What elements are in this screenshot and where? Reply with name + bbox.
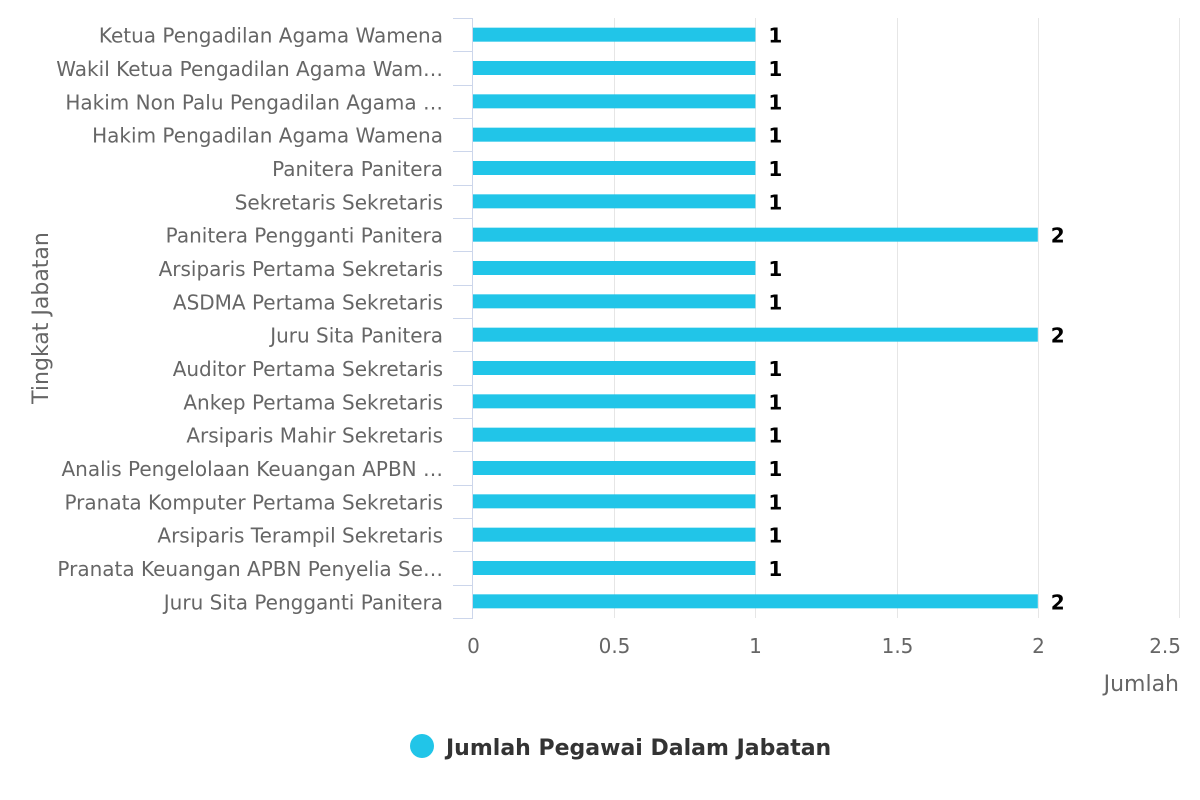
bar[interactable] <box>473 27 756 42</box>
y-axis <box>453 18 473 619</box>
bar[interactable] <box>473 561 756 575</box>
bar-series[interactable] <box>473 27 1038 609</box>
gridlines <box>614 18 1180 618</box>
x-tick-label: 1 <box>749 634 762 658</box>
data-label: 1 <box>768 257 782 281</box>
bar[interactable] <box>473 61 756 75</box>
x-tick-label: 0 <box>467 634 480 658</box>
data-label: 1 <box>768 124 782 148</box>
data-labels: 1 1 1 1 1 1 2 1 1 2 1 1 1 1 1 1 1 2 <box>768 24 1064 615</box>
category-label: Analis Pengelolaan Keuangan APBN … <box>61 457 443 481</box>
x-tick-label: 0.5 <box>599 634 631 658</box>
bar[interactable] <box>473 427 756 442</box>
category-label: Pranata Komputer Pertama Sekretaris <box>64 490 443 514</box>
data-label: 1 <box>768 157 782 181</box>
y-axis-title: Tingkat Jabatan <box>29 232 54 405</box>
category-label: Arsiparis Terampil Sekretaris <box>157 524 443 548</box>
legend-marker[interactable] <box>410 734 434 758</box>
data-label: 1 <box>768 90 782 114</box>
category-label: Wakil Ketua Pengadilan Agama Wam… <box>56 57 443 81</box>
x-tick-label: 1.5 <box>882 634 914 658</box>
data-label: 1 <box>768 524 782 548</box>
bar[interactable] <box>473 461 756 475</box>
bar[interactable] <box>473 361 756 375</box>
data-label: 1 <box>768 490 782 514</box>
category-label: Panitera Pengganti Panitera <box>166 224 443 248</box>
x-tick-labels: 0 0.5 1 1.5 2 2.5 <box>467 634 1181 658</box>
bar[interactable] <box>473 394 756 409</box>
category-label: Panitera Panitera <box>272 157 443 181</box>
category-label: Pranata Keuangan APBN Penyelia Se… <box>57 557 443 581</box>
category-label: Hakim Pengadilan Agama Wamena <box>92 124 443 148</box>
category-labels: Ketua Pengadilan Agama Wamena Wakil Ketua… <box>56 24 443 615</box>
bar[interactable] <box>473 327 1038 342</box>
data-label: 2 <box>1051 590 1065 614</box>
data-label: 1 <box>768 457 782 481</box>
legend-label[interactable]: Jumlah Pegawai Dalam Jabatan <box>444 736 831 761</box>
bar[interactable] <box>473 227 1038 242</box>
x-tick-label: 2.5 <box>1149 634 1181 658</box>
data-label: 1 <box>768 357 782 381</box>
data-label: 1 <box>768 290 782 314</box>
bar[interactable] <box>473 294 756 309</box>
category-label: Hakim Non Palu Pengadilan Agama … <box>65 90 443 114</box>
category-label: Auditor Pertama Sekretaris <box>173 357 443 381</box>
category-label: Ankep Pertama Sekretaris <box>183 390 443 414</box>
data-label: 1 <box>768 390 782 414</box>
category-label: Juru Sita Pengganti Panitera <box>162 590 443 614</box>
category-label: ASDMA Pertama Sekretaris <box>173 290 443 314</box>
bar[interactable] <box>473 594 1038 609</box>
bar[interactable] <box>473 494 756 509</box>
category-label: Arsiparis Pertama Sekretaris <box>159 257 443 281</box>
data-label: 2 <box>1051 224 1065 248</box>
category-label: Ketua Pengadilan Agama Wamena <box>99 24 443 48</box>
bar[interactable] <box>473 194 756 209</box>
data-label: 1 <box>768 24 782 48</box>
x-axis-title: Jumlah <box>1102 672 1179 697</box>
category-label: Sekretaris Sekretaris <box>235 190 443 214</box>
bar[interactable] <box>473 527 756 542</box>
data-label: 2 <box>1051 324 1065 348</box>
bar[interactable] <box>473 94 756 109</box>
bar[interactable] <box>473 127 756 142</box>
data-label: 1 <box>768 557 782 581</box>
data-label: 1 <box>768 190 782 214</box>
category-label: Juru Sita Panitera <box>268 324 443 348</box>
bar[interactable] <box>473 261 756 275</box>
bar[interactable] <box>473 161 756 175</box>
category-label: Arsiparis Mahir Sekretaris <box>186 424 443 448</box>
legend[interactable]: Jumlah Pegawai Dalam Jabatan <box>410 734 831 761</box>
x-tick-label: 2 <box>1032 634 1045 658</box>
data-label: 1 <box>768 57 782 81</box>
data-label: 1 <box>768 424 782 448</box>
